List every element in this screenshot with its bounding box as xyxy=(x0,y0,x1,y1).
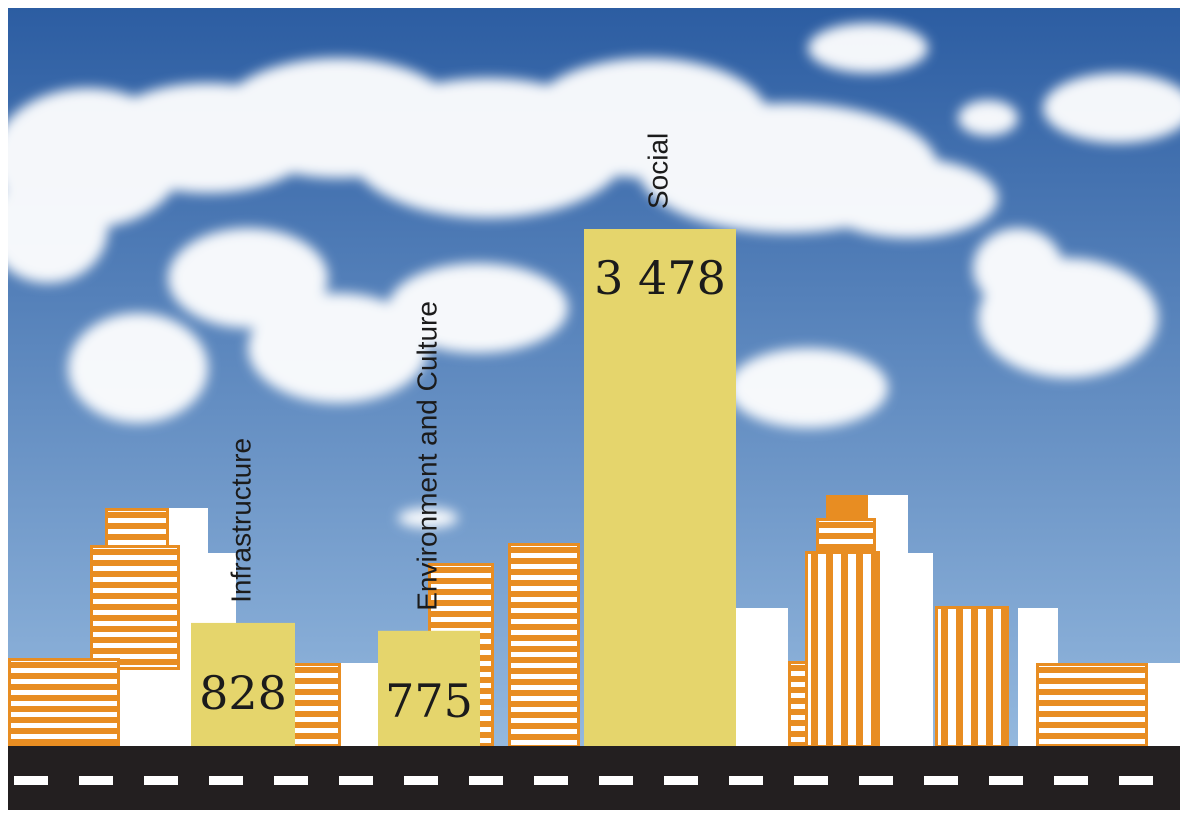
building xyxy=(8,658,120,748)
skyline-buildings xyxy=(8,495,1180,751)
bar xyxy=(584,229,736,746)
road-marking xyxy=(599,776,633,785)
road-marking xyxy=(404,776,438,785)
road-marking xyxy=(14,776,48,785)
white-building xyxy=(118,658,178,748)
bars-layer: 828 Infrastructure 775 Environment and Cult… xyxy=(191,133,736,746)
bar xyxy=(378,630,480,746)
white-building xyxy=(1146,663,1180,748)
infographic-scene: 828 Infrastructure 775 Environment and Cult… xyxy=(8,8,1180,810)
bar-group: 775 Environment and Culture xyxy=(378,301,480,746)
road-marking xyxy=(989,776,1023,785)
building xyxy=(816,518,876,553)
building xyxy=(291,663,341,750)
road-marking xyxy=(79,776,113,785)
clouds xyxy=(8,23,1180,528)
road-marking xyxy=(469,776,503,785)
road-marking xyxy=(144,776,178,785)
bar-category-label: Environment and Culture xyxy=(411,301,442,611)
bar-group: 3 478 Social xyxy=(584,133,736,746)
road-marking xyxy=(274,776,308,785)
bar-value-label: 828 xyxy=(199,666,287,720)
bar-chart: 828 Infrastructure 775 Environment and Cult… xyxy=(8,8,1180,810)
road-marking xyxy=(794,776,828,785)
building xyxy=(90,545,180,670)
bar-value-label: 3 478 xyxy=(594,251,726,305)
white-building xyxy=(733,608,788,748)
bar xyxy=(191,622,295,746)
building xyxy=(805,551,880,748)
building xyxy=(935,606,1009,748)
tower-cap xyxy=(826,495,868,520)
bar-value-label: 775 xyxy=(385,674,473,728)
road-marking xyxy=(859,776,893,785)
road xyxy=(8,746,1180,810)
bar-category-label: Social xyxy=(642,133,673,209)
road-marking xyxy=(209,776,243,785)
building xyxy=(508,543,580,751)
white-building xyxy=(338,663,383,748)
road-marking xyxy=(1119,776,1153,785)
road-surface xyxy=(8,746,1180,810)
road-marking xyxy=(1054,776,1088,785)
road-marking xyxy=(924,776,958,785)
building xyxy=(1036,663,1148,750)
road-marking xyxy=(664,776,698,785)
road-marking xyxy=(339,776,373,785)
road-marking xyxy=(729,776,763,785)
road-marking xyxy=(534,776,568,785)
bar-category-label: Infrastructure xyxy=(225,438,256,603)
bar-group: 828 Infrastructure xyxy=(191,438,295,746)
building xyxy=(105,508,169,551)
